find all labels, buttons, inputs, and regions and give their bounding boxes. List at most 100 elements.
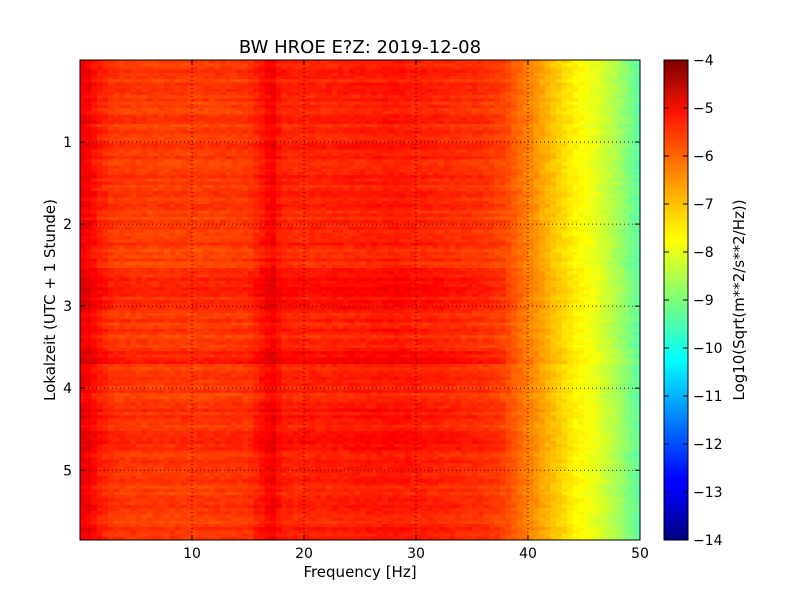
spectrogram-cell	[80, 85, 87, 90]
spectrogram-cell	[208, 98, 215, 103]
spectrogram-cell	[404, 120, 411, 125]
spectrogram-cell	[556, 92, 563, 96]
spectrogram-cell	[320, 143, 327, 147]
spectrogram-cell	[455, 159, 462, 163]
spectrogram-cell	[292, 79, 299, 83]
spectrogram-cell	[197, 156, 204, 160]
spectrogram-cell	[130, 104, 137, 109]
spectrogram-cell	[528, 72, 535, 77]
spectrogram-cell	[186, 66, 193, 71]
spectrogram-cell	[505, 124, 512, 128]
spectrogram-cell	[494, 156, 501, 160]
spectrogram-cell	[382, 108, 389, 112]
spectrogram-cell	[248, 143, 255, 147]
spectrogram-cell	[477, 95, 484, 99]
spectrogram-cell	[634, 63, 640, 67]
spectrogram-cell	[416, 85, 423, 90]
spectrogram-cell	[477, 152, 484, 157]
spectrogram-cell	[477, 111, 484, 115]
spectrogram-cell	[595, 76, 602, 80]
spectrogram-cell	[169, 162, 176, 167]
spectrogram-cell	[399, 149, 406, 154]
spectrogram-cell	[449, 79, 456, 83]
spectrogram-cell	[85, 82, 92, 87]
spectrogram-cell	[96, 159, 103, 163]
spectrogram-cell	[147, 136, 154, 141]
spectrogram-cell	[231, 88, 238, 93]
spectrogram-cell	[292, 156, 299, 160]
spectrogram-cell	[617, 85, 624, 90]
spectrogram-cell	[528, 127, 535, 131]
spectrogram-cell	[360, 124, 367, 128]
spectrogram-cell	[399, 79, 406, 83]
spectrogram-cell	[80, 152, 87, 157]
spectrogram-cell	[416, 136, 423, 141]
spectrogram-cell	[315, 82, 322, 87]
spectrogram-cell	[320, 95, 327, 99]
spectrogram-cell	[248, 127, 255, 131]
spectrogram-cell	[304, 66, 311, 71]
spectrogram-cell	[438, 146, 445, 151]
spectrogram-cell	[382, 133, 389, 138]
spectrogram-cell	[276, 117, 283, 122]
spectrogram-cell	[236, 120, 243, 125]
spectrogram-cell	[348, 104, 355, 109]
spectrogram-cell	[80, 95, 87, 99]
spectrogram-cell	[253, 133, 260, 138]
spectrogram-cell	[242, 152, 249, 157]
spectrogram-cell	[533, 95, 540, 99]
spectrogram-cell	[158, 85, 165, 90]
spectrogram-cell	[332, 76, 339, 80]
spectrogram-cell	[494, 95, 501, 99]
spectrogram-cell	[343, 143, 350, 147]
spectrogram-cell	[556, 82, 563, 87]
spectrogram-cell	[595, 130, 602, 135]
spectrogram-cell	[612, 79, 619, 83]
spectrogram-cell	[315, 120, 322, 125]
spectrogram-cell	[477, 127, 484, 131]
spectrogram-cell	[248, 98, 255, 103]
spectrogram-cell	[522, 111, 529, 115]
spectrogram-cell	[539, 108, 546, 112]
spectrogram-cell	[595, 66, 602, 71]
spectrogram-cell	[281, 60, 288, 64]
spectrogram-cell	[488, 124, 495, 128]
spectrogram-cell	[214, 72, 221, 77]
spectrogram-cell	[376, 120, 383, 125]
spectrogram-cell	[432, 127, 439, 131]
spectrogram-cell	[96, 143, 103, 147]
spectrogram-cell	[304, 146, 311, 151]
spectrogram-cell	[208, 72, 215, 77]
spectrogram-cell	[556, 111, 563, 115]
spectrogram-cell	[130, 111, 137, 115]
spectrogram-cell	[158, 133, 165, 138]
spectrogram-cell	[186, 146, 193, 151]
spectrogram-cell	[130, 124, 137, 128]
spectrogram-cell	[147, 66, 154, 71]
spectrogram-cell	[231, 108, 238, 112]
spectrogram-cell	[393, 159, 400, 163]
spectrogram-cell	[488, 136, 495, 141]
spectrogram-cell	[600, 79, 607, 83]
spectrogram-cell	[500, 60, 507, 64]
spectrogram-cell	[528, 146, 535, 151]
spectrogram-cell	[304, 149, 311, 154]
spectrogram-cell	[304, 79, 311, 83]
spectrogram-cell	[175, 133, 182, 138]
spectrogram-cell	[539, 117, 546, 122]
spectrogram-cell	[248, 152, 255, 157]
spectrogram-cell	[264, 98, 271, 103]
spectrogram-cell	[561, 69, 568, 74]
spectrogram-cell	[287, 108, 294, 112]
spectrogram-cell	[522, 108, 529, 112]
spectrogram-cell	[248, 76, 255, 80]
spectrogram-cell	[494, 108, 501, 112]
spectrogram-cell	[365, 133, 372, 138]
spectrogram-cell	[208, 127, 215, 131]
spectrogram-cell	[500, 63, 507, 67]
spectrogram-cell	[136, 76, 143, 80]
spectrogram-cell	[186, 152, 193, 157]
spectrogram-cell	[236, 69, 243, 74]
spectrogram-cell	[348, 85, 355, 90]
spectrogram-cell	[124, 159, 131, 163]
